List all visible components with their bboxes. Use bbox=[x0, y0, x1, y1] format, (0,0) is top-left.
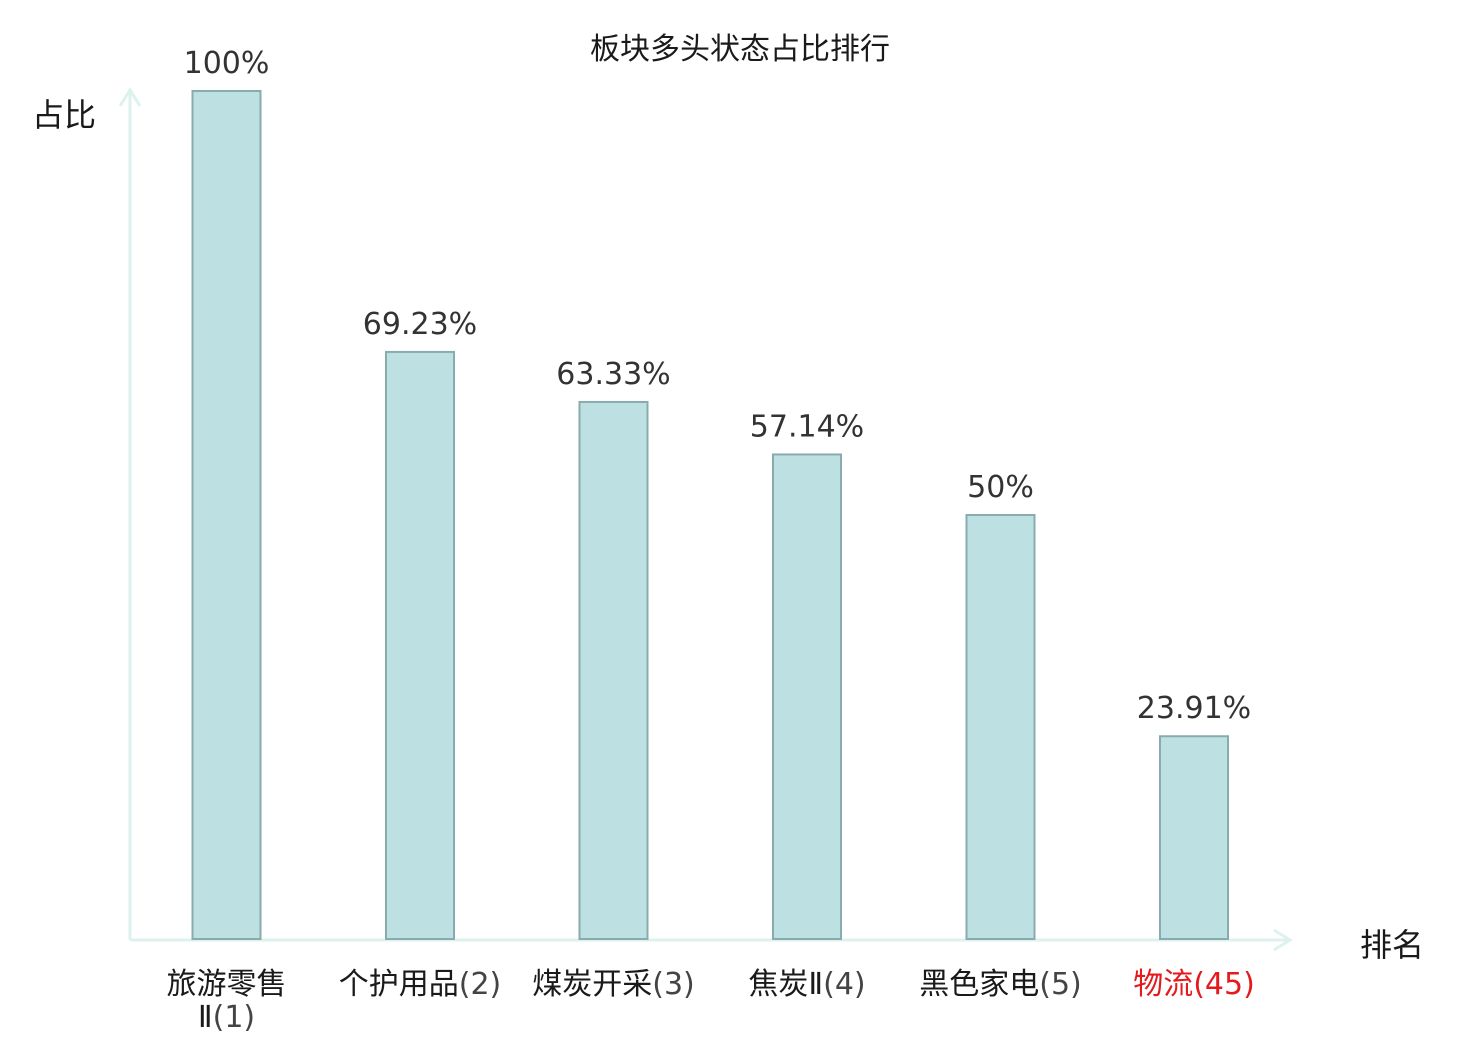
x-axis-label: 排名 bbox=[1360, 926, 1425, 964]
y-axis-arrow bbox=[118, 87, 142, 107]
tick-label-name: 个护用品(2) bbox=[339, 967, 502, 1002]
bar bbox=[772, 453, 842, 940]
bar bbox=[385, 350, 455, 940]
bar-value-label: 57.14% bbox=[750, 409, 864, 444]
tick-label-name: 煤炭开采(3) bbox=[532, 967, 695, 1002]
bar-value-label: 23.91% bbox=[1137, 691, 1251, 726]
bar-value-label: 100% bbox=[184, 46, 270, 81]
tick-label-name: 焦炭Ⅱ(4) bbox=[748, 967, 865, 1002]
bar-value-label: 63.33% bbox=[556, 357, 670, 392]
tick-label-name: Ⅱ(1) bbox=[198, 1000, 255, 1035]
x-tick-label: 个护用品(2) bbox=[339, 967, 502, 1002]
bar-value-label: 50% bbox=[967, 470, 1034, 505]
bar-value-label: 69.23% bbox=[363, 307, 477, 342]
x-tick-label: 煤炭开采(3) bbox=[532, 967, 695, 1002]
x-tick-label: 焦炭Ⅱ(4) bbox=[748, 967, 865, 1002]
x-tick-label: 黑色家电(5) bbox=[919, 967, 1082, 1002]
tick-label-name: 物流(45) bbox=[1133, 967, 1255, 1002]
tick-label-rank: (45) bbox=[1193, 967, 1255, 1002]
chart-title: 板块多头状态占比排行 bbox=[590, 32, 890, 67]
tick-label-name: 黑色家电(5) bbox=[919, 967, 1082, 1002]
tick-label-rank: (5) bbox=[1039, 967, 1082, 1002]
tick-label-name: 旅游零售 bbox=[167, 967, 287, 1002]
tick-label-rank: (4) bbox=[823, 967, 866, 1002]
y-axis-label: 占比 bbox=[32, 96, 97, 134]
x-axis-arrow bbox=[1273, 928, 1293, 952]
bar bbox=[578, 400, 649, 940]
bar bbox=[191, 90, 262, 940]
x-tick-label: 旅游零售 Ⅱ(1) bbox=[167, 967, 287, 1035]
tick-label-rank: (2) bbox=[459, 967, 502, 1002]
bar bbox=[965, 514, 1036, 940]
bar bbox=[1159, 735, 1229, 941]
tick-label-rank: (3) bbox=[652, 967, 695, 1002]
x-tick-label: 物流(45) bbox=[1133, 967, 1255, 1002]
tick-label-rank: (1) bbox=[213, 1000, 256, 1035]
